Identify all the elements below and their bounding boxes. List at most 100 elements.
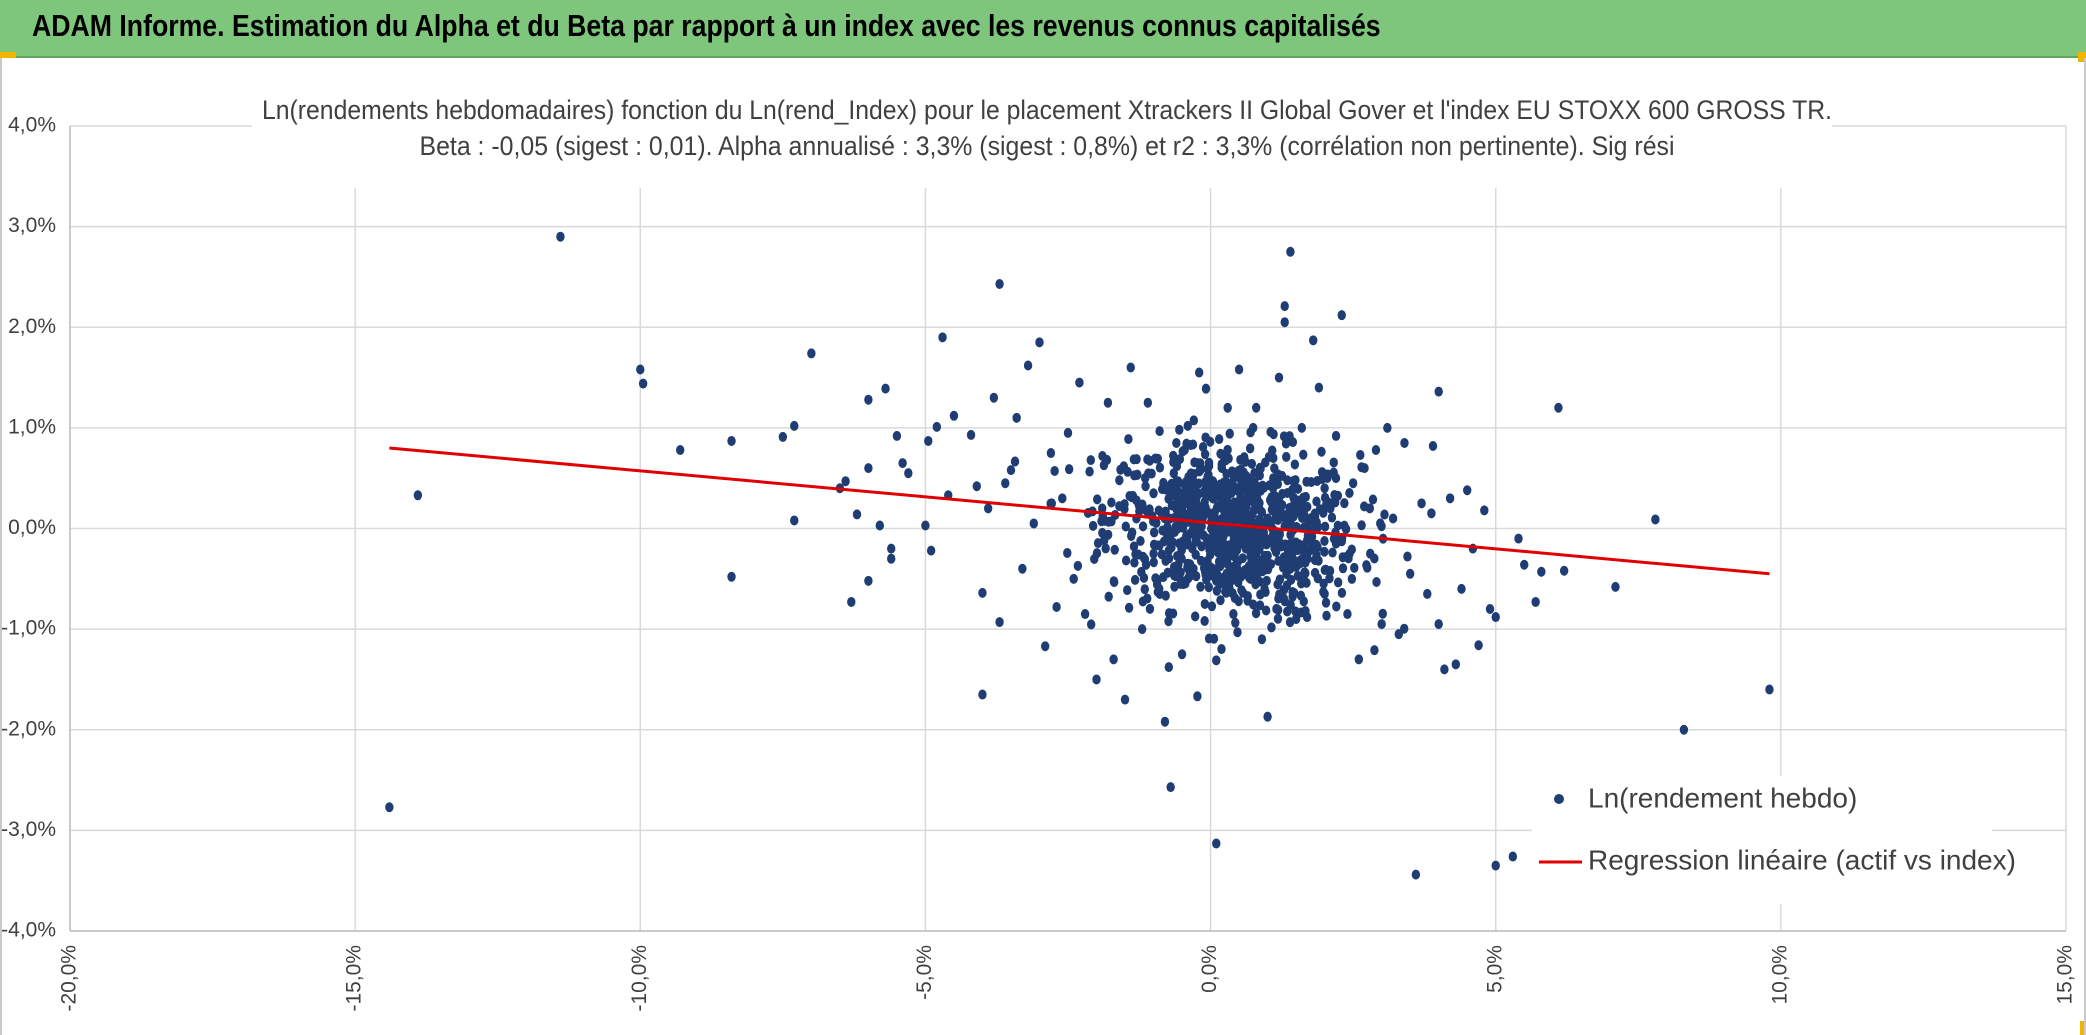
data-point bbox=[807, 348, 816, 359]
scatter-chart: 4,0% 3,0% 2,0% 1,0% 0,0% -1,0% -2,0% -3,0% -4,0%… bbox=[2, 88, 2077, 1012]
data-point bbox=[1229, 609, 1238, 620]
y-tick-label: -3,0% bbox=[2, 818, 56, 841]
data-point bbox=[995, 617, 1004, 628]
data-point bbox=[727, 571, 736, 582]
data-point bbox=[1679, 724, 1689, 735]
data-point bbox=[1245, 443, 1255, 454]
data-point bbox=[1169, 450, 1178, 461]
data-point bbox=[1263, 513, 1272, 524]
data-point bbox=[1121, 521, 1131, 532]
data-point bbox=[1531, 596, 1540, 607]
data-point bbox=[1317, 474, 1327, 485]
data-point bbox=[385, 802, 394, 813]
data-point bbox=[887, 543, 896, 554]
data-point bbox=[1302, 476, 1311, 487]
data-point bbox=[1168, 608, 1178, 619]
data-point bbox=[1231, 617, 1240, 628]
data-point bbox=[1130, 470, 1139, 481]
data-point bbox=[1611, 581, 1620, 592]
data-point bbox=[1199, 530, 1208, 541]
data-point bbox=[1514, 533, 1523, 544]
data-point bbox=[1250, 477, 1259, 488]
y-tick-label: 2,0% bbox=[8, 315, 56, 338]
data-point bbox=[1372, 576, 1381, 587]
data-point bbox=[1274, 535, 1283, 546]
data-point bbox=[1322, 610, 1331, 621]
data-point bbox=[841, 476, 850, 487]
data-point bbox=[1337, 587, 1347, 598]
data-point bbox=[1210, 564, 1220, 575]
data-point bbox=[1319, 578, 1328, 589]
data-point bbox=[1241, 543, 1250, 554]
data-point bbox=[898, 458, 907, 469]
data-point bbox=[966, 429, 976, 440]
data-point bbox=[1221, 546, 1230, 557]
data-point bbox=[1124, 434, 1133, 445]
data-point bbox=[1337, 536, 1347, 547]
data-point bbox=[1293, 483, 1303, 494]
y-tick-label: 1,0% bbox=[8, 415, 56, 438]
data-point bbox=[1309, 335, 1318, 346]
data-point bbox=[1296, 590, 1306, 601]
data-point bbox=[1186, 468, 1196, 479]
data-point bbox=[1141, 473, 1150, 484]
data-point bbox=[1357, 462, 1366, 473]
data-point bbox=[1302, 612, 1312, 623]
corner-marker-bottom-right bbox=[2080, 1021, 2086, 1035]
data-point bbox=[926, 545, 936, 556]
data-point bbox=[1253, 574, 1262, 585]
data-point bbox=[1457, 583, 1466, 594]
data-point bbox=[1273, 604, 1283, 615]
data-point bbox=[1199, 487, 1208, 498]
data-point bbox=[1128, 490, 1138, 501]
data-point bbox=[1348, 478, 1358, 489]
data-point bbox=[1243, 591, 1252, 602]
data-point bbox=[1212, 585, 1222, 596]
data-point bbox=[1221, 587, 1231, 598]
data-point bbox=[1403, 551, 1412, 562]
data-point bbox=[1274, 555, 1283, 566]
data-point bbox=[1276, 503, 1285, 514]
title-background bbox=[252, 88, 1832, 188]
data-point bbox=[1520, 559, 1529, 570]
data-point bbox=[1463, 485, 1472, 496]
data-point bbox=[1243, 493, 1253, 504]
data-point bbox=[1233, 627, 1242, 638]
data-point bbox=[1341, 524, 1351, 535]
data-point bbox=[1248, 509, 1257, 520]
data-point bbox=[1204, 457, 1214, 468]
legend-background bbox=[1532, 776, 1992, 904]
data-point bbox=[1183, 539, 1192, 550]
data-point bbox=[1098, 527, 1107, 538]
data-point bbox=[1136, 535, 1145, 546]
data-point bbox=[1380, 509, 1389, 520]
data-point bbox=[1151, 453, 1160, 464]
data-point bbox=[1216, 595, 1225, 606]
data-point bbox=[1266, 559, 1276, 570]
data-point bbox=[1123, 585, 1132, 596]
data-point bbox=[1052, 601, 1061, 612]
data-point bbox=[1093, 538, 1103, 549]
data-point bbox=[1283, 487, 1292, 498]
data-point bbox=[1423, 588, 1432, 599]
data-point bbox=[1149, 527, 1159, 538]
data-point bbox=[1238, 553, 1247, 564]
data-point bbox=[1480, 505, 1489, 516]
data-point bbox=[1281, 541, 1291, 552]
data-point bbox=[1287, 549, 1297, 560]
data-point bbox=[1325, 573, 1334, 584]
data-point bbox=[1261, 605, 1271, 616]
data-point bbox=[1069, 573, 1078, 584]
data-point bbox=[1149, 557, 1158, 568]
data-point bbox=[1263, 711, 1272, 722]
data-point bbox=[1165, 536, 1174, 547]
x-tick-label: 10,0% bbox=[1768, 945, 1791, 1005]
data-point bbox=[1138, 499, 1147, 510]
data-point bbox=[1340, 498, 1349, 509]
data-point bbox=[1445, 493, 1455, 504]
data-point bbox=[972, 481, 981, 492]
data-point bbox=[1363, 562, 1372, 573]
data-point bbox=[1345, 488, 1354, 499]
report-title: ADAM Informe. Estimation du Alpha et du … bbox=[32, 8, 1381, 43]
data-point bbox=[1189, 475, 1198, 486]
